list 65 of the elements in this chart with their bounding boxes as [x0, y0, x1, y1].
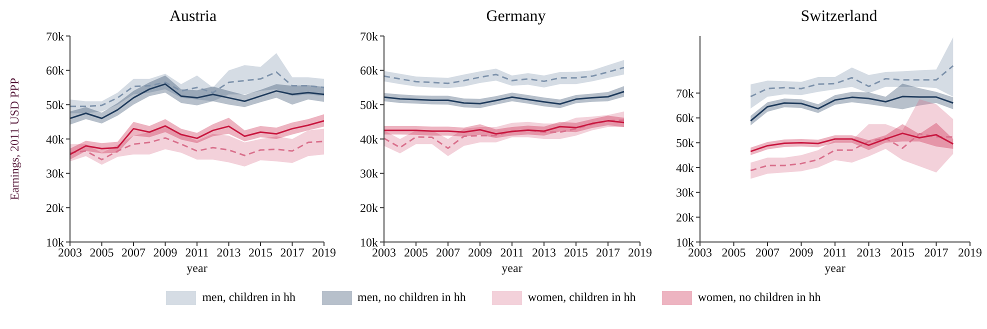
x-tick-label: 2013 — [532, 246, 556, 260]
legend-label: men, no children in hh — [358, 290, 466, 305]
x-tick-label: 2019 — [312, 246, 336, 260]
y-tick-label: 20k — [676, 210, 694, 224]
y-tick-label: 30k — [360, 166, 378, 181]
y-tick-label: 40k — [46, 132, 64, 146]
y-tick-label: 40k — [360, 132, 378, 146]
line-series — [384, 90, 625, 105]
x-axis-title: year — [186, 261, 208, 275]
y-tick-label: 60k — [676, 111, 694, 126]
x-tick-label: 2005 — [722, 246, 746, 260]
x-tick-label: 2007 — [756, 246, 780, 260]
x-tick-label: 2005 — [90, 246, 114, 260]
y-tick-label: 50k — [46, 98, 64, 112]
legend-label: women, no children in hh — [698, 290, 821, 305]
x-tick-label: 2009 — [468, 246, 492, 260]
line-series — [750, 96, 954, 122]
x-tick-label: 2009 — [153, 246, 178, 260]
legend-label: men, children in hh — [202, 290, 296, 305]
y-tick-label: 60k — [46, 64, 64, 78]
line-series — [750, 132, 954, 152]
y-tick-label: 20k — [360, 200, 378, 215]
x-tick-label: 2007 — [122, 246, 146, 260]
y-tick-label: 70k — [676, 86, 694, 100]
y-tick-label: 30k — [46, 166, 64, 181]
chart-title: Germany — [485, 8, 547, 27]
x-tick-label: 2019 — [958, 246, 982, 260]
chart-title: Switzerland — [800, 8, 878, 27]
y-tick-label: 70k — [360, 29, 378, 44]
x-tick-label: 2005 — [404, 246, 428, 260]
x-tick-label: 2015 — [248, 246, 272, 260]
line-series — [384, 119, 625, 150]
x-tick-label: 2011 — [500, 246, 524, 260]
line-series — [70, 71, 324, 108]
x-tick-label: 2013 — [216, 246, 241, 260]
line-series — [384, 120, 625, 135]
x-tick-label: 2019 — [628, 246, 652, 260]
y-axis-title: Earnings, 2011 USD PPP — [7, 78, 22, 200]
line-series — [70, 120, 324, 156]
line-series — [70, 137, 324, 160]
x-tick-label: 2011 — [185, 246, 209, 260]
x-tick-label: 2013 — [856, 246, 881, 260]
y-tick-label: 50k — [676, 136, 694, 150]
y-tick-label: 50k — [360, 98, 378, 112]
x-tick-label: 2011 — [823, 246, 847, 260]
x-tick-label: 2017 — [924, 246, 948, 260]
x-tick-label: 2009 — [789, 246, 814, 260]
y-tick-label: 60k — [360, 64, 378, 78]
x-tick-label: 2007 — [436, 246, 460, 260]
chart-title: Austria — [168, 8, 218, 27]
x-tick-label: 2015 — [564, 246, 588, 260]
y-tick-label: 70k — [46, 29, 64, 44]
x-tick-label: 2017 — [280, 246, 304, 260]
legend-label: women, children in hh — [528, 290, 636, 305]
x-axis-title: year — [824, 261, 846, 275]
line-series — [750, 133, 954, 172]
y-tick-label: 40k — [676, 160, 694, 175]
y-tick-label: 30k — [676, 186, 694, 200]
x-tick-label: 2015 — [890, 246, 914, 260]
line-series — [384, 66, 625, 84]
line-series — [70, 83, 324, 120]
line-series — [750, 65, 954, 98]
x-axis-title: year — [502, 261, 522, 275]
x-tick-label: 2017 — [596, 246, 620, 260]
y-tick-label: 20k — [46, 200, 64, 215]
